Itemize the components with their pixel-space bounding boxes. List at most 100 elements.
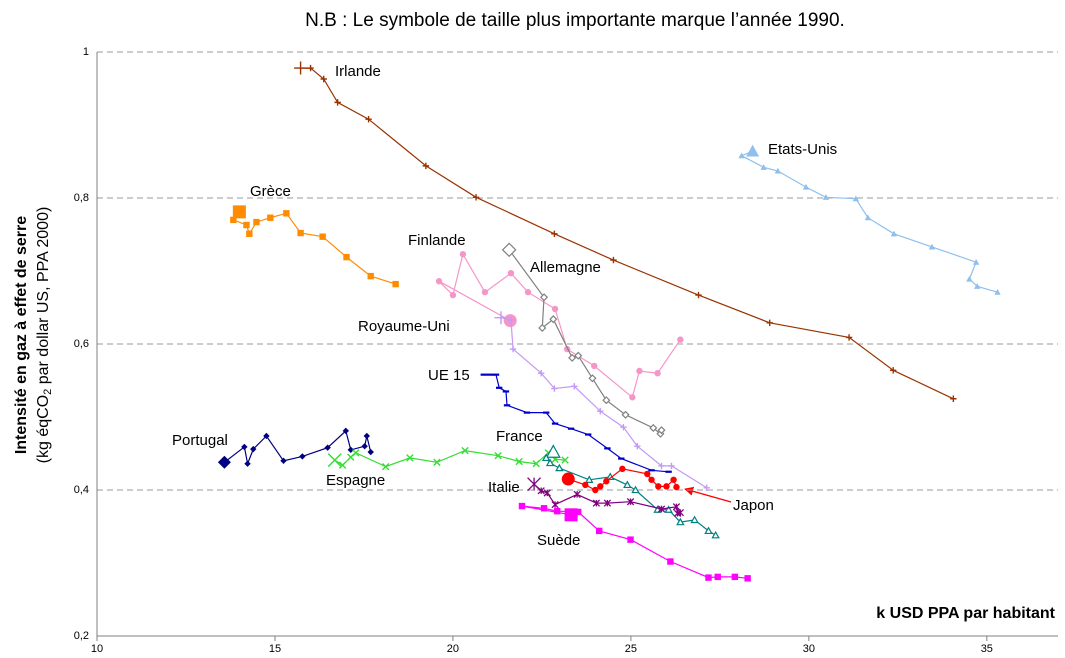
series-label: Etats-Unis [768, 141, 837, 158]
series-label: Italie [488, 479, 520, 496]
series-label: UE 15 [428, 367, 470, 384]
point [541, 453, 551, 462]
point [232, 205, 246, 219]
point [537, 370, 545, 377]
y-tick-label: 0,6 [74, 338, 89, 350]
y-tick-label: 0,4 [74, 484, 89, 496]
point [551, 385, 558, 392]
point [507, 269, 515, 277]
point [244, 460, 251, 467]
point [714, 573, 721, 581]
point [592, 499, 601, 507]
point [676, 517, 685, 526]
point [294, 61, 308, 75]
series [294, 61, 957, 402]
series-label: Grèce [250, 183, 291, 200]
point [494, 451, 502, 460]
point [297, 229, 304, 237]
point [365, 115, 372, 123]
point [667, 558, 674, 565]
point [554, 507, 561, 515]
series-label: Suède [537, 532, 580, 549]
y-axis-note-part: (kg éqCO [35, 395, 52, 463]
point [509, 345, 517, 353]
point [845, 334, 853, 341]
series [217, 427, 374, 469]
series [501, 242, 666, 438]
y-tick-label: 0,2 [74, 630, 89, 642]
point [545, 458, 555, 467]
point [822, 194, 830, 200]
point [597, 407, 604, 415]
point [361, 443, 368, 450]
point [690, 515, 699, 524]
point [673, 483, 680, 491]
point [574, 351, 583, 360]
point [246, 230, 253, 237]
point [596, 527, 603, 535]
point [588, 374, 597, 383]
point [571, 383, 578, 390]
point [243, 221, 250, 229]
x-tick-label: 30 [803, 643, 815, 655]
point [852, 195, 860, 202]
point [324, 444, 331, 451]
point [597, 483, 604, 490]
series [327, 446, 569, 471]
point [392, 280, 399, 288]
point [620, 424, 627, 431]
x-tick-label: 10 [91, 643, 103, 655]
point [711, 530, 720, 539]
point [695, 291, 702, 299]
point [481, 288, 489, 296]
point [449, 291, 457, 299]
point [738, 152, 745, 159]
point [705, 574, 712, 581]
point [352, 449, 360, 457]
point [320, 75, 327, 83]
y-axis-note-part: par dollar US, PPA 2000) [35, 207, 52, 389]
point [299, 453, 306, 460]
series-label: Finlande [408, 232, 466, 249]
point [649, 423, 658, 432]
point [343, 253, 350, 261]
point [494, 311, 508, 325]
series-label: Irlande [335, 63, 381, 80]
point [564, 508, 578, 522]
point [503, 314, 517, 328]
series-line [438, 252, 681, 399]
series-label: France [496, 428, 543, 445]
point [472, 194, 480, 201]
point [342, 427, 349, 435]
point [664, 505, 673, 513]
chart-title: N.B : Le symbole de taille plus importan… [305, 10, 845, 31]
point [760, 164, 767, 170]
point [602, 396, 611, 405]
series-line [740, 150, 998, 293]
point [623, 480, 632, 489]
point [950, 395, 957, 402]
point [551, 305, 559, 313]
x-tick-label: 20 [447, 643, 459, 655]
point [575, 508, 582, 516]
point [347, 446, 354, 454]
point [524, 288, 532, 296]
point [621, 410, 630, 419]
series [518, 502, 751, 582]
point [631, 485, 640, 494]
point [555, 463, 564, 472]
series-label: Japon [733, 497, 774, 514]
y-tick-label: 1 [83, 46, 89, 58]
point [241, 443, 248, 451]
point [644, 470, 651, 478]
point [532, 460, 540, 468]
point [422, 162, 430, 170]
point [890, 230, 898, 237]
series-line [300, 67, 954, 400]
point [307, 64, 314, 72]
point [582, 481, 589, 489]
point [610, 256, 617, 264]
point [704, 526, 713, 535]
point [966, 275, 973, 282]
